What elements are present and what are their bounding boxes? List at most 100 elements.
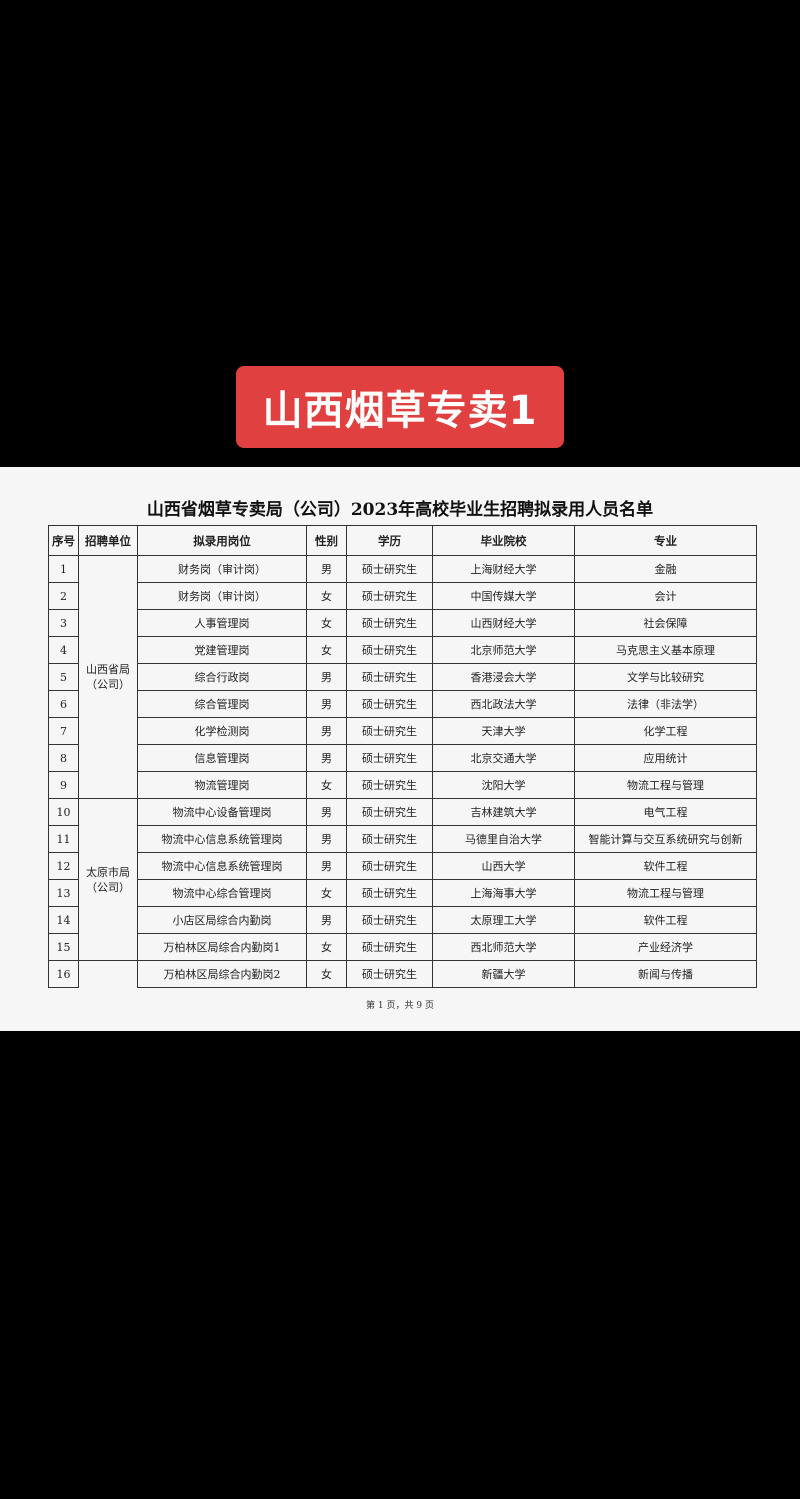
page-number: 第 1 页，共 9 页: [366, 1001, 434, 1011]
cell-major: 电气工程: [574, 798, 757, 826]
cell-edu: 硕士研究生: [346, 798, 433, 826]
cell-school: 西北政法大学: [432, 690, 575, 718]
cell-gender: 男: [306, 717, 347, 745]
column-header: 招聘单位: [78, 525, 138, 556]
cell-edu: 硕士研究生: [346, 825, 433, 853]
table-row: 13 物流中心综合管理岗女硕士研究生 上海海事大学 物流工程与管理: [48, 879, 757, 907]
table-row: 6 综合管理岗男硕士研究生 西北政法大学 法律（非法学）: [48, 690, 757, 718]
table-row: 2 财务岗（审计岗）女硕士研究生 中国传媒大学 会计: [48, 582, 757, 610]
table-header-row: 序号 招聘单位 拟录用岗位 性别 学历 毕业院校 专业: [48, 525, 757, 556]
column-header: 毕业院校: [432, 525, 575, 556]
column-header: 性别: [306, 525, 347, 556]
cell-post: 财务岗（审计岗）: [137, 555, 307, 583]
cell-gender: 女: [306, 582, 347, 610]
cell-post: 万柏林区局综合内勤岗2: [137, 960, 307, 988]
cell-school: 上海财经大学: [432, 555, 575, 583]
cell-edu: 硕士研究生: [346, 636, 433, 664]
cell-unit-continued: [78, 960, 138, 988]
cell-no: 10: [48, 798, 79, 826]
cell-edu: 硕士研究生: [346, 852, 433, 880]
cell-post: 物流中心信息系统管理岗: [137, 825, 307, 853]
cell-major: 物流工程与管理: [574, 771, 757, 799]
table-row: 5 综合行政岗男硕士研究生 香港浸会大学 文学与比较研究: [48, 663, 757, 691]
cell-school: 新疆大学: [432, 960, 575, 988]
cell-post: 物流管理岗: [137, 771, 307, 799]
table-row: 15 万柏林区局综合内勤岗1 女硕士研究生 西北师范大学 产业经济学: [48, 933, 757, 961]
cell-no: 6: [48, 690, 79, 718]
document-title: 山西省烟草专卖局（公司）2023年高校毕业生招聘拟录用人员名单: [146, 500, 654, 520]
cell-gender: 男: [306, 906, 347, 934]
table-row: 12 物流中心信息系统管理岗男硕士研究生 山西大学 软件工程: [48, 852, 757, 880]
cell-major: 社会保障: [574, 609, 757, 637]
cell-edu: 硕士研究生: [346, 771, 433, 799]
column-header: 序号: [48, 525, 79, 556]
cell-edu: 硕士研究生: [346, 879, 433, 907]
cell-no: 15: [48, 933, 79, 961]
cell-gender: 女: [306, 771, 347, 799]
cell-gender: 女: [306, 609, 347, 637]
cell-gender: 男: [306, 825, 347, 853]
cell-major: 物流工程与管理: [574, 879, 757, 907]
cell-gender: 女: [306, 960, 347, 988]
cell-major: 化学工程: [574, 717, 757, 745]
cell-major: 马克思主义基本原理: [574, 636, 757, 664]
cell-post: 综合管理岗: [137, 690, 307, 718]
cell-school: 山西财经大学: [432, 609, 575, 637]
table-row: 7 化学检测岗男硕士研究生 天津大学 化学工程: [48, 717, 757, 745]
cell-school: 北京交通大学: [432, 744, 575, 772]
cell-major: 金融: [574, 555, 757, 583]
cell-unit: 山西省局（公司）: [78, 555, 138, 799]
cell-post: 万柏林区局综合内勤岗1: [137, 933, 307, 961]
cell-no: 5: [48, 663, 79, 691]
cell-no: 2: [48, 582, 79, 610]
column-header: 学历: [346, 525, 433, 556]
cell-edu: 硕士研究生: [346, 744, 433, 772]
cell-edu: 硕士研究生: [346, 555, 433, 583]
cell-major: 软件工程: [574, 852, 757, 880]
cell-major: 应用统计: [574, 744, 757, 772]
cell-no: 3: [48, 609, 79, 637]
cell-no: 4: [48, 636, 79, 664]
cell-no: 7: [48, 717, 79, 745]
cell-gender: 男: [306, 852, 347, 880]
table-row: 4 党建管理岗女硕士研究生 北京师范大学 马克思主义基本原理: [48, 636, 757, 664]
cell-major: 新闻与传播: [574, 960, 757, 988]
cell-edu: 硕士研究生: [346, 690, 433, 718]
cell-edu: 硕士研究生: [346, 717, 433, 745]
cell-no: 12: [48, 852, 79, 880]
cell-no: 1: [48, 555, 79, 583]
cell-post: 综合行政岗: [137, 663, 307, 691]
cell-gender: 男: [306, 798, 347, 826]
cell-no: 13: [48, 879, 79, 907]
column-header: 专业: [574, 525, 757, 556]
cell-school: 沈阳大学: [432, 771, 575, 799]
document-page: 山西省烟草专卖局（公司）2023年高校毕业生招聘拟录用人员名单 序号 招聘单位 …: [0, 467, 800, 1031]
cell-school: 香港浸会大学: [432, 663, 575, 691]
cell-post: 信息管理岗: [137, 744, 307, 772]
cell-gender: 男: [306, 744, 347, 772]
cell-school: 马德里自治大学: [432, 825, 575, 853]
cell-unit: 太原市局（公司）: [78, 798, 138, 961]
cell-post: 小店区局综合内勤岗: [137, 906, 307, 934]
cell-major: 会计: [574, 582, 757, 610]
table-row: 14 小店区局综合内勤岗男硕士研究生 太原理工大学 软件工程: [48, 906, 757, 934]
video-title-banner: 山西烟草专卖1: [236, 366, 564, 448]
cell-post: 财务岗（审计岗）: [137, 582, 307, 610]
cell-school: 西北师范大学: [432, 933, 575, 961]
table-row: 11 物流中心信息系统管理岗男硕士研究生 马德里自治大学 智能计算与交互系统研究与创新: [48, 825, 757, 853]
cell-school: 天津大学: [432, 717, 575, 745]
cell-post: 人事管理岗: [137, 609, 307, 637]
cell-edu: 硕士研究生: [346, 663, 433, 691]
cell-post: 党建管理岗: [137, 636, 307, 664]
cell-school: 中国传媒大学: [432, 582, 575, 610]
cell-major: 法律（非法学）: [574, 690, 757, 718]
cell-gender: 女: [306, 636, 347, 664]
cell-school: 北京师范大学: [432, 636, 575, 664]
cell-edu: 硕士研究生: [346, 609, 433, 637]
table-row: 9 物流管理岗女硕士研究生 沈阳大学 物流工程与管理: [48, 771, 757, 799]
cell-post: 物流中心信息系统管理岗: [137, 852, 307, 880]
cell-edu: 硕士研究生: [346, 933, 433, 961]
cell-school: 上海海事大学: [432, 879, 575, 907]
cell-no: 9: [48, 771, 79, 799]
cell-major: 智能计算与交互系统研究与创新: [574, 825, 757, 853]
